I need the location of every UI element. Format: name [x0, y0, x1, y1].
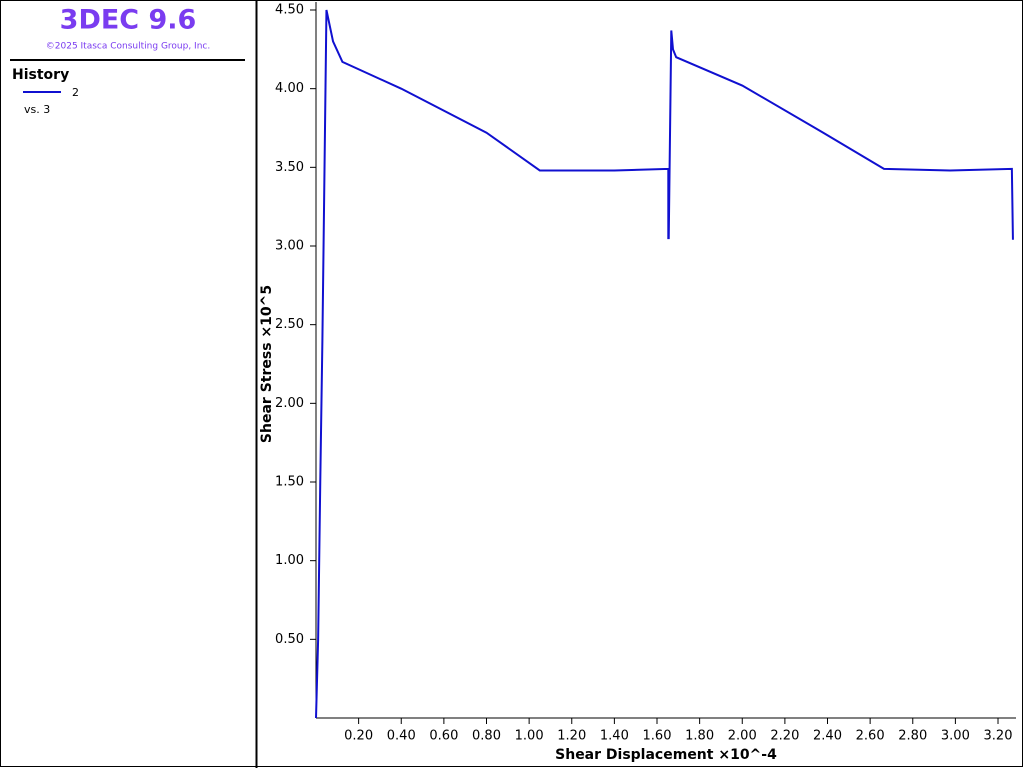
- y-tick-label: 4.50: [275, 3, 304, 18]
- x-tick-label: 1.40: [600, 729, 629, 744]
- y-tick-label: 3.50: [275, 160, 304, 175]
- y-tick-label: 3.00: [275, 239, 304, 254]
- x-tick-label: 2.40: [813, 729, 842, 744]
- x-tick-label: 2.20: [770, 729, 799, 744]
- x-tick-label: 2.60: [856, 729, 885, 744]
- legend-vs: vs. 3: [24, 103, 50, 116]
- x-tick-label: 3.20: [984, 729, 1013, 744]
- x-tick-label: 0.60: [429, 729, 458, 744]
- y-tick-label: 1.00: [275, 553, 304, 568]
- x-tick-label: 0.80: [472, 729, 501, 744]
- copyright: ©2025 Itasca Consulting Group, Inc.: [46, 42, 210, 52]
- y-tick-label: 4.00: [275, 81, 304, 96]
- x-tick-label: 0.40: [387, 729, 416, 744]
- x-tick-label: 1.20: [557, 729, 586, 744]
- x-tick-label: 0.20: [344, 729, 373, 744]
- x-tick-label: 1.80: [685, 729, 714, 744]
- y-axis-label: Shear Stress ×10^5: [259, 285, 275, 443]
- x-tick-label: 2.80: [898, 729, 927, 744]
- y-tick-label: 1.50: [275, 475, 304, 490]
- y-tick-label: 2.50: [275, 317, 304, 332]
- x-tick-label: 2.00: [728, 729, 757, 744]
- section-title: History: [12, 67, 69, 83]
- data-line: [315, 9, 1014, 719]
- legend-label: 2: [72, 86, 79, 99]
- x-axis-label: Shear Displacement ×10^-4: [555, 747, 777, 763]
- y-tick-label: 2.00: [275, 396, 304, 411]
- y-tick-label: 0.50: [275, 632, 304, 647]
- x-tick-label: 1.00: [515, 729, 544, 744]
- x-tick-label: 3.00: [941, 729, 970, 744]
- app-title: 3DEC 9.6: [60, 5, 197, 36]
- x-tick-label: 1.60: [643, 729, 672, 744]
